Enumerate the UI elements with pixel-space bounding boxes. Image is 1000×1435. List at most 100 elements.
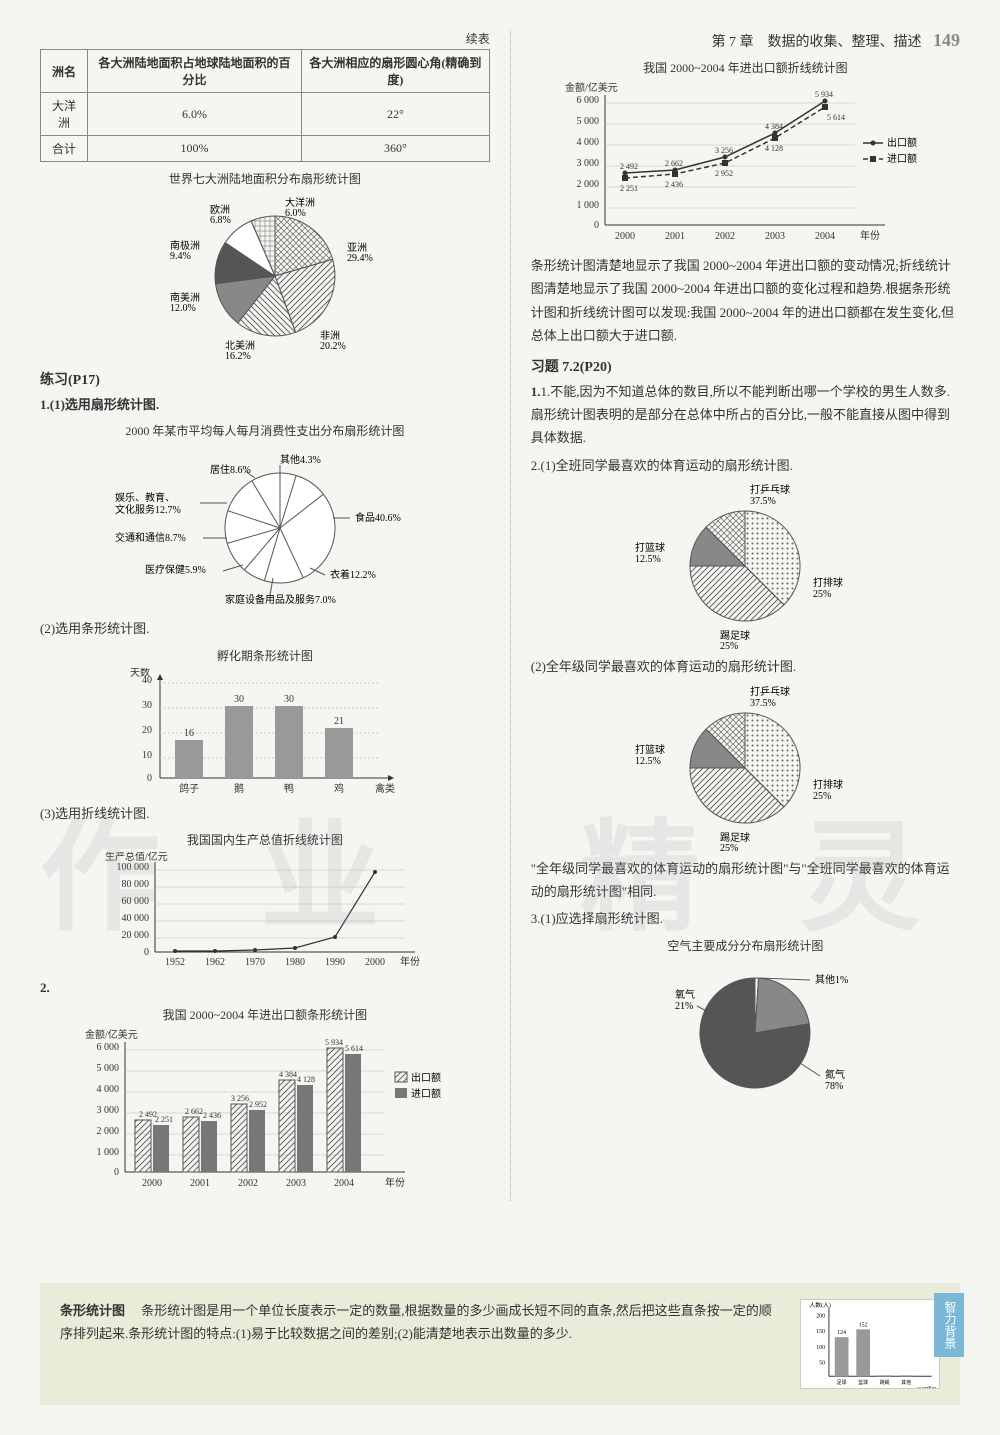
svg-text:12.5%: 12.5% bbox=[635, 554, 661, 565]
svg-text:4 384: 4 384 bbox=[279, 1070, 297, 1079]
svg-text:5 000: 5 000 bbox=[96, 1063, 119, 1074]
trade-bar: 6 000 5 000 4 000 3 000 2 000 1 000 0 bbox=[75, 1027, 455, 1197]
svg-text:152: 152 bbox=[859, 1322, 868, 1328]
svg-text:2004: 2004 bbox=[334, 1178, 354, 1189]
svg-text:2 492: 2 492 bbox=[620, 162, 638, 171]
svg-text:37.5%: 37.5% bbox=[750, 496, 776, 507]
svg-text:2004: 2004 bbox=[815, 231, 835, 242]
footer-title: 条形统计图 bbox=[60, 1303, 125, 1318]
lbl-volleyball: 打排球 bbox=[813, 576, 843, 589]
svg-text:12.0%: 12.0% bbox=[170, 303, 196, 314]
svg-text:跳绳: 跳绳 bbox=[880, 1379, 890, 1386]
ex72-q3: 3.(1)应选择扇形统计图. bbox=[531, 907, 960, 930]
q1-1: 1.(1)选用扇形统计图. bbox=[40, 393, 490, 416]
svg-text:鸭: 鸭 bbox=[284, 782, 294, 795]
svg-text:天数: 天数 bbox=[130, 668, 150, 679]
ex72-conclusion: "全年级同学最喜欢的体育运动的扇形统计图"与"全班同学最喜欢的体育运动的扇形统计… bbox=[531, 857, 960, 904]
continent-pie: 大洋洲 6.0% 欧洲 6.8% 南极洲 9.4% 南美洲 12.0% 北美洲 … bbox=[115, 191, 415, 361]
svg-text:1952: 1952 bbox=[165, 957, 185, 968]
svg-text:2 952: 2 952 bbox=[249, 1100, 267, 1109]
svg-text:生产总值/亿元: 生产总值/亿元 bbox=[105, 852, 168, 863]
svg-text:2 251: 2 251 bbox=[155, 1115, 173, 1124]
lbl-transport: 交通和通信8.7% bbox=[115, 531, 186, 544]
svg-text:30: 30 bbox=[234, 694, 244, 705]
svg-text:出口额: 出口额 bbox=[887, 136, 917, 149]
svg-text:2 000: 2 000 bbox=[96, 1126, 119, 1137]
air-pie-title: 空气主要成分分布扇形统计图 bbox=[531, 937, 960, 954]
svg-text:2 251: 2 251 bbox=[620, 184, 638, 193]
lbl-clothing: 衣着12.2% bbox=[330, 568, 376, 581]
svg-text:2 952: 2 952 bbox=[715, 169, 733, 178]
svg-text:1970: 1970 bbox=[245, 957, 265, 968]
lbl-food: 食品40.6% bbox=[355, 511, 401, 524]
svg-text:人数(人): 人数(人) bbox=[809, 1301, 831, 1309]
td: 360° bbox=[302, 136, 490, 162]
svg-text:篮球: 篮球 bbox=[858, 1379, 868, 1386]
svg-text:2 000: 2 000 bbox=[577, 179, 600, 190]
svg-text:金额/亿美元: 金额/亿美元 bbox=[565, 81, 618, 94]
td: 22° bbox=[302, 93, 490, 136]
svg-text:4 000: 4 000 bbox=[577, 137, 600, 148]
svg-text:鹅: 鹅 bbox=[234, 782, 244, 795]
footer-box: 条形统计图 条形统计图是用一个单位长度表示一定的数量,根据数量的多少画成长短不同… bbox=[40, 1283, 960, 1405]
svg-text:2000: 2000 bbox=[615, 231, 635, 242]
svg-text:4 384: 4 384 bbox=[765, 122, 783, 131]
svg-text:2001: 2001 bbox=[190, 1178, 210, 1189]
ex72-q2: 2.(1)全班同学最喜欢的体育运动的扇形统计图. bbox=[531, 454, 960, 477]
svg-text:100: 100 bbox=[816, 1345, 825, 1351]
gdp-line: 100 000 80 000 60 000 40 000 20 000 0 19… bbox=[95, 852, 435, 972]
lbl-housing: 居住8.6% bbox=[210, 463, 251, 476]
svg-text:25%: 25% bbox=[813, 791, 831, 802]
svg-text:禽类: 禽类 bbox=[375, 782, 395, 795]
svg-text:2003: 2003 bbox=[286, 1178, 306, 1189]
svg-text:1962: 1962 bbox=[205, 957, 225, 968]
svg-text:0: 0 bbox=[144, 947, 149, 958]
svg-text:30: 30 bbox=[284, 694, 294, 705]
svg-text:2002: 2002 bbox=[238, 1178, 258, 1189]
svg-text:20 000: 20 000 bbox=[121, 930, 149, 941]
lbl-ent: 娱乐、教育、 bbox=[115, 491, 175, 504]
svg-text:金额/亿美元: 金额/亿美元 bbox=[85, 1028, 138, 1041]
footer-mini-chart: 200 150 100 50 124 152 人数(人) 足球 篮球 跳绳 其他… bbox=[800, 1299, 940, 1389]
td: 6.0% bbox=[88, 93, 302, 136]
svg-text:1980: 1980 bbox=[285, 957, 305, 968]
lbl-oxygen: 氧气 bbox=[675, 988, 695, 1001]
svg-text:2003: 2003 bbox=[765, 231, 785, 242]
svg-text:12.5%: 12.5% bbox=[635, 756, 661, 767]
svg-text:78%: 78% bbox=[825, 1081, 843, 1092]
svg-text:124: 124 bbox=[837, 1330, 846, 1336]
pie2-title: 2000 年某市平均每人每月消费性支出分布扇形统计图 bbox=[40, 422, 490, 439]
svg-text:6 000: 6 000 bbox=[577, 95, 600, 106]
svg-text:2002: 2002 bbox=[715, 231, 735, 242]
svg-text:9.4%: 9.4% bbox=[170, 251, 191, 262]
svg-text:出口额: 出口额 bbox=[411, 1071, 441, 1084]
svg-text:足球: 足球 bbox=[837, 1379, 847, 1386]
table-caption: 续表 bbox=[40, 30, 490, 47]
svg-text:16.2%: 16.2% bbox=[225, 351, 251, 361]
ex72-heading: 习题 7.2(P20) bbox=[531, 356, 960, 376]
page-header: 第 7 章 数据的收集、整理、描述 149 bbox=[531, 30, 960, 51]
svg-text:40 000: 40 000 bbox=[121, 913, 149, 924]
svg-text:1990: 1990 bbox=[325, 957, 345, 968]
svg-text:4 000: 4 000 bbox=[96, 1084, 119, 1095]
svg-text:30: 30 bbox=[142, 700, 152, 711]
svg-text:37.5%: 37.5% bbox=[750, 698, 776, 709]
svg-text:1 000: 1 000 bbox=[96, 1147, 119, 1158]
right-column: 第 7 章 数据的收集、整理、描述 149 我国 2000~2004 年进出口额… bbox=[510, 30, 960, 1201]
bar1-title: 孵化期条形统计图 bbox=[40, 647, 490, 664]
svg-text:6 000: 6 000 bbox=[96, 1042, 119, 1053]
svg-text:2000: 2000 bbox=[142, 1178, 162, 1189]
svg-text:年份: 年份 bbox=[860, 229, 880, 242]
lbl-pingpong: 打乒乓球 bbox=[750, 483, 790, 496]
svg-text:20: 20 bbox=[142, 725, 152, 736]
svg-text:3 000: 3 000 bbox=[96, 1105, 119, 1116]
left-column: 续表 洲名 各大洲陆地面积占地球陆地面积的百分比 各大洲相应的扇形圆心角(精确到… bbox=[40, 30, 490, 1201]
q1-3: (3)选用折线统计图. bbox=[40, 802, 490, 825]
sport-pie-1: 打乒乓球 37.5% 打排球 25% 踢足球 25% 打篮球 12.5% bbox=[605, 481, 885, 651]
ex72-q1: 1.1.不能,因为不知道总体的数目,所以不能判断出哪一个学校的男生人数多.扇形统… bbox=[531, 380, 960, 450]
page-number: 149 bbox=[933, 30, 960, 50]
svg-text:0: 0 bbox=[147, 773, 152, 784]
svg-text:其他: 其他 bbox=[901, 1379, 911, 1386]
svg-text:6.8%: 6.8% bbox=[210, 215, 231, 226]
svg-text:4 128: 4 128 bbox=[765, 144, 783, 153]
